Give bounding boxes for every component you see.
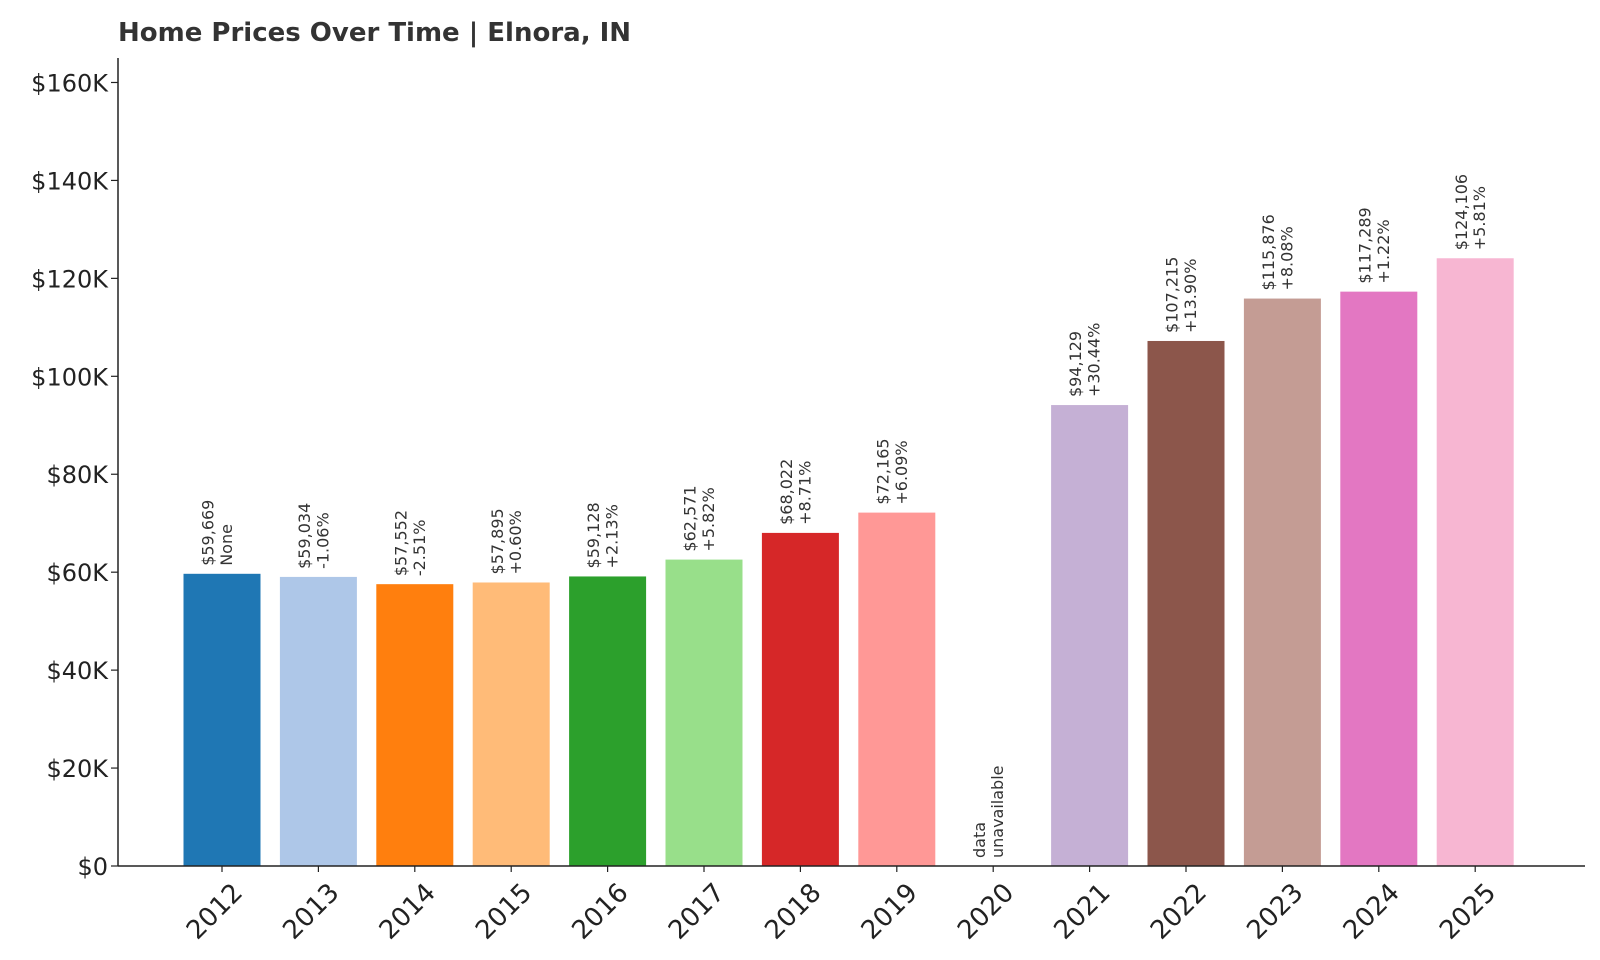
x-tick-label-2012: 2012 <box>181 878 249 946</box>
data-label-2020: dataunavailable <box>970 766 1007 859</box>
data-label-2021: $94,129+30.44% <box>1066 323 1103 397</box>
value-label-2014: $57,552 <box>391 510 410 576</box>
change-label-2014: -2.51% <box>410 520 429 577</box>
value-label-2021: $94,129 <box>1066 331 1085 397</box>
data-label-2019: $72,165+6.09% <box>873 438 910 504</box>
bar-2021 <box>1051 405 1129 866</box>
y-tick-label-140000: $140K <box>31 167 109 195</box>
change-label-2024: +1.22% <box>1374 219 1393 283</box>
data-label-2024: $117,289+1.22% <box>1355 207 1392 283</box>
change-label-2015: +0.60% <box>506 510 525 574</box>
change-label-2017: +5.82% <box>699 487 718 551</box>
value-label-2020: data <box>970 822 989 858</box>
data-labels-layer: $59,669None $59,034-1.06% $57,552-2.51% $57… <box>199 174 1490 858</box>
bar-2014 <box>376 584 454 866</box>
data-label-2018: $68,022+8.71% <box>777 459 814 525</box>
value-label-2019: $72,165 <box>873 438 892 504</box>
y-tick-label-100000: $100K <box>31 363 109 391</box>
change-label-2020: unavailable <box>988 766 1007 859</box>
x-tick-label-2024: 2024 <box>1338 878 1406 946</box>
bar-2016 <box>569 576 647 866</box>
bar-2023 <box>1243 298 1321 867</box>
y-tick-label-160000: $160K <box>31 69 109 97</box>
x-tick-label-2023: 2023 <box>1241 878 1309 946</box>
value-label-2017: $62,571 <box>681 485 700 551</box>
y-tick-label-0: $0 <box>77 853 108 881</box>
bar-2025 <box>1436 258 1514 866</box>
bar-2022 <box>1147 340 1225 866</box>
bar-2018 <box>761 532 839 866</box>
value-label-2012: $59,669 <box>199 500 218 566</box>
x-tick-label-2017: 2017 <box>663 878 731 946</box>
x-tick-label-2015: 2015 <box>470 878 538 946</box>
change-label-2018: +8.71% <box>795 461 814 525</box>
value-label-2023: $115,876 <box>1259 214 1278 290</box>
value-label-2016: $59,128 <box>584 502 603 568</box>
value-label-2015: $57,895 <box>488 508 507 574</box>
y-tick-label-40000: $40K <box>46 657 109 685</box>
change-label-2016: +2.13% <box>603 504 622 568</box>
data-label-2022: $107,215+13.90% <box>1163 257 1200 333</box>
y-tick-label-20000: $20K <box>46 755 109 783</box>
value-label-2022: $107,215 <box>1163 257 1182 333</box>
data-label-2016: $59,128+2.13% <box>584 502 621 568</box>
change-label-2025: +5.81% <box>1470 186 1489 250</box>
bar-2015 <box>472 582 550 866</box>
x-tick-label-2020: 2020 <box>952 878 1020 946</box>
change-label-2013: -1.06% <box>313 512 332 569</box>
value-label-2018: $68,022 <box>777 459 796 525</box>
bar-2017 <box>665 559 743 866</box>
x-tick-label-2018: 2018 <box>759 878 827 946</box>
bar-2019 <box>858 512 936 866</box>
y-tick-label-120000: $120K <box>31 265 109 293</box>
x-tick-label-2025: 2025 <box>1434 878 1502 946</box>
data-label-2014: $57,552-2.51% <box>391 510 428 576</box>
data-label-2025: $124,106+5.81% <box>1452 174 1489 250</box>
x-tick-label-2019: 2019 <box>856 878 924 946</box>
x-tick-label-2013: 2013 <box>277 878 345 946</box>
bar-2012 <box>183 573 261 866</box>
data-label-2013: $59,034-1.06% <box>295 503 332 569</box>
chart-title: Home Prices Over Time | Elnora, IN <box>118 18 632 48</box>
change-label-2023: +8.08% <box>1277 226 1296 290</box>
data-label-2015: $57,895+0.60% <box>488 508 525 574</box>
data-label-2017: $62,571+5.82% <box>681 485 718 551</box>
bar-2024 <box>1340 291 1418 867</box>
change-label-2022: +13.90% <box>1181 259 1200 333</box>
y-tick-label-60000: $60K <box>46 559 109 587</box>
x-tick-label-2016: 2016 <box>567 878 635 946</box>
bars-layer <box>183 258 1514 867</box>
value-label-2013: $59,034 <box>295 503 314 569</box>
y-tick-label-80000: $80K <box>46 461 109 489</box>
bar-2013 <box>279 576 357 866</box>
value-label-2024: $117,289 <box>1355 207 1374 283</box>
value-label-2025: $124,106 <box>1452 174 1471 250</box>
data-label-2023: $115,876+8.08% <box>1259 214 1296 290</box>
data-label-2012: $59,669None <box>199 500 236 566</box>
x-tick-label-2022: 2022 <box>1145 878 1213 946</box>
x-tick-label-2014: 2014 <box>374 878 442 946</box>
change-label-2019: +6.09% <box>892 440 911 504</box>
change-label-2012: None <box>217 524 236 566</box>
change-label-2021: +30.44% <box>1085 323 1104 397</box>
x-tick-label-2021: 2021 <box>1049 878 1117 946</box>
